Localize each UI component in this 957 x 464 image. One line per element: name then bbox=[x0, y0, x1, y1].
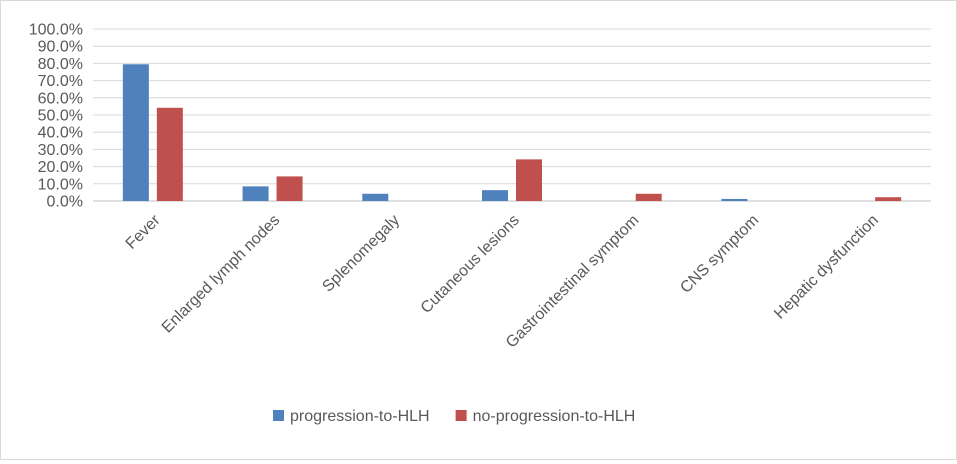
bar-no-progression-to-HLH-4 bbox=[635, 193, 662, 201]
y-tick-label: 70.0% bbox=[38, 73, 83, 90]
bars bbox=[122, 64, 902, 201]
bar-progression-to-HLH-5 bbox=[721, 198, 748, 201]
x-tick-label: Cutaneous lesions bbox=[418, 212, 523, 317]
legend-swatch bbox=[273, 410, 284, 421]
bar-progression-to-HLH-0 bbox=[122, 64, 149, 201]
y-tick-label: 100.0% bbox=[29, 22, 83, 39]
y-tick-label: 40.0% bbox=[38, 125, 83, 142]
x-tick-label: Splenomegaly bbox=[319, 212, 403, 296]
bar-progression-to-HLH-2 bbox=[362, 193, 389, 201]
x-tick-label: Fever bbox=[123, 211, 164, 252]
y-tick-label: 20.0% bbox=[38, 159, 83, 176]
y-tick-label: 30.0% bbox=[38, 142, 83, 159]
legend-swatch bbox=[455, 410, 467, 421]
x-tick-label: Enlarged lymph nodes bbox=[159, 212, 284, 337]
x-tick-label: CNS symptom bbox=[677, 212, 762, 297]
x-tick-label: Gastrointestinal symptom bbox=[503, 212, 643, 352]
y-tick-label: 10.0% bbox=[38, 176, 83, 193]
y-tick-label: 60.0% bbox=[38, 90, 83, 107]
bar-no-progression-to-HLH-3 bbox=[516, 159, 542, 201]
y-tick-label: 80.0% bbox=[38, 56, 83, 73]
bar-no-progression-to-HLH-1 bbox=[276, 176, 303, 201]
y-tick-label: 90.0% bbox=[38, 39, 83, 56]
y-tick-label: 0.0% bbox=[47, 194, 83, 211]
y-axis-tick-labels: 0.0%10.0%20.0%30.0%40.0%50.0%60.0%70.0%8… bbox=[29, 22, 83, 211]
x-tick-label: Hepatic dysfunction bbox=[771, 212, 882, 323]
legend-label: no-progression-to-HLH bbox=[473, 408, 636, 425]
y-tick-label: 50.0% bbox=[38, 108, 83, 125]
gridlines bbox=[93, 28, 931, 202]
bar-progression-to-HLH-3 bbox=[482, 190, 508, 201]
legend: progression-to-HLH no-progression-to-HLH bbox=[273, 408, 635, 425]
bar-progression-to-HLH-1 bbox=[242, 186, 269, 201]
bar-no-progression-to-HLH-0 bbox=[156, 107, 183, 201]
legend-label: progression-to-HLH bbox=[290, 408, 430, 425]
bar-no-progression-to-HLH-6 bbox=[875, 197, 902, 201]
